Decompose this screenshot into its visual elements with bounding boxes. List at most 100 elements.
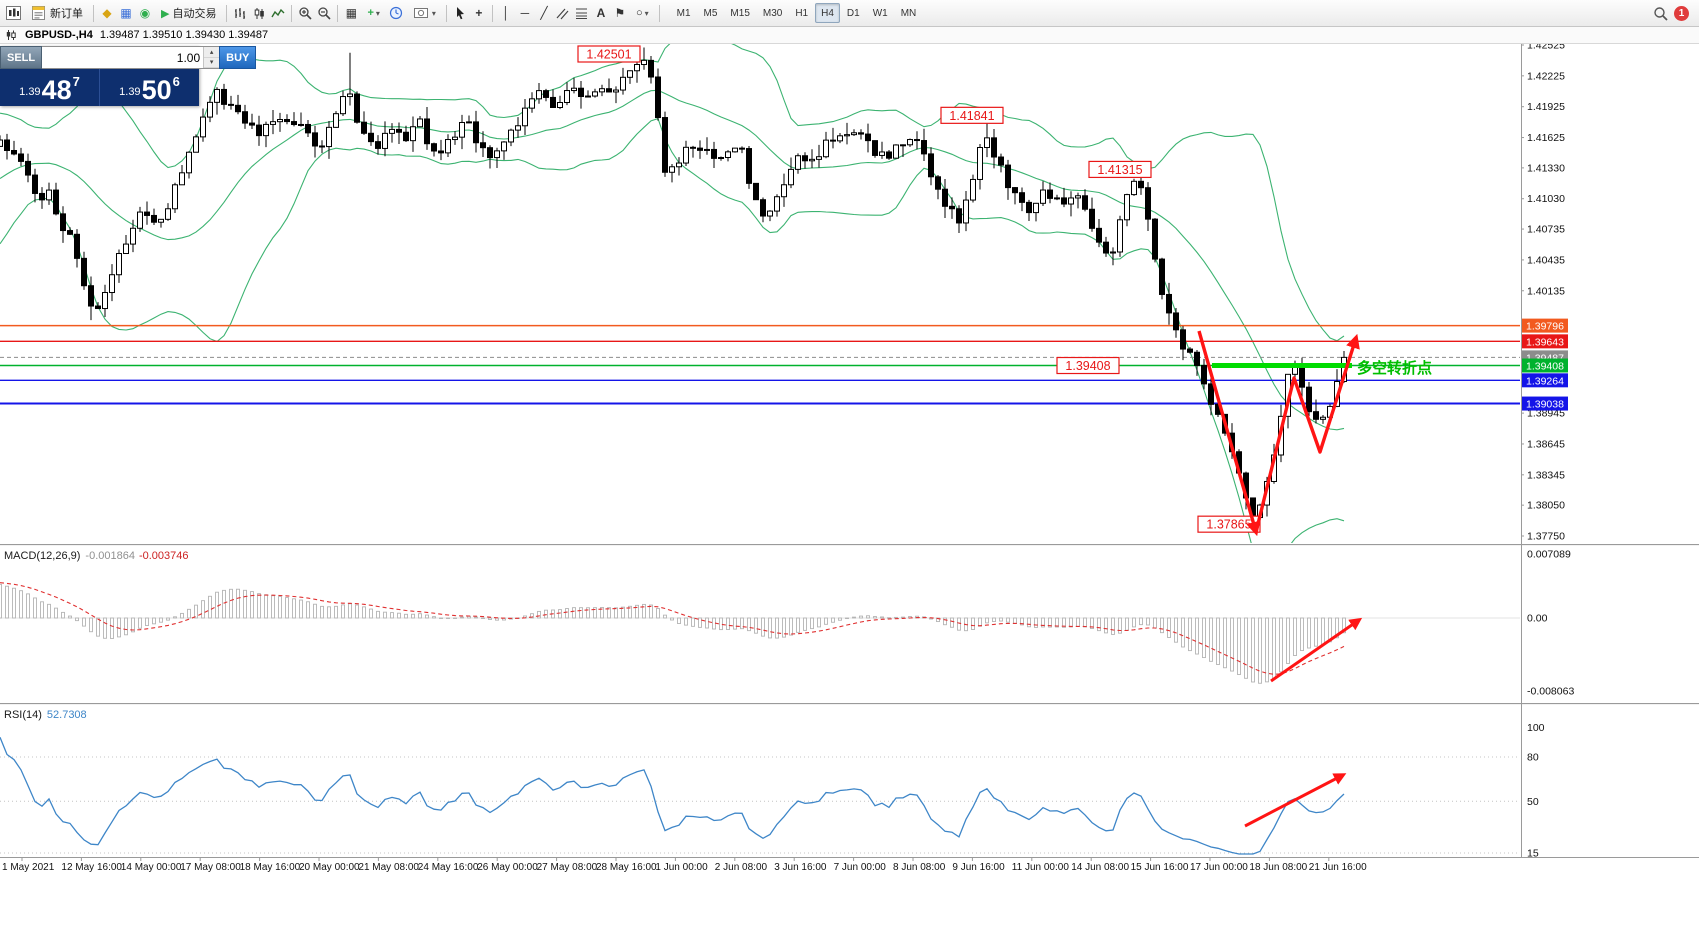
search-icon[interactable] [1651,3,1669,23]
price-tick-label: 1.40735 [1527,224,1565,236]
sell-price-prefix: 1.39 [19,86,41,98]
price-tag-box[interactable] [1088,160,1152,179]
price-axis[interactable] [1521,44,1699,856]
time-label: 18 May 16:00 [240,862,301,873]
sell-price-big-digits: 48 [41,75,72,106]
timeframe-d1[interactable]: D1 [846,7,860,19]
metaeditor-icon[interactable]: ◆ [102,6,112,20]
zoom-in-icon[interactable] [296,3,314,23]
time-axis[interactable] [0,859,1521,879]
timeframe-m15[interactable]: M15 [730,7,750,19]
price-tag-text: 1.42501 [586,48,631,62]
sell-price-display[interactable]: 1.39 48 7 [0,69,100,106]
toolbar-separator [491,4,493,22]
rsi-value: 52.7308 [46,709,87,721]
price-tag-text: 1.41315 [1097,163,1142,177]
toolbar-separator [337,4,339,22]
price-tag-box[interactable] [1056,356,1120,375]
macd-tick-label: 0.00 [1527,613,1548,625]
toolbar-separator [445,4,447,22]
buy-button[interactable]: BUY [219,46,257,69]
text-tool-icon[interactable]: A [596,6,606,20]
trend-arrow-1[interactable] [1197,330,1261,537]
macd-signal-line [0,582,1345,675]
axis-price-label: 1.39643 [1522,334,1568,349]
timeframe-w1[interactable]: W1 [872,7,888,19]
label-tool-icon[interactable]: ⚑ [614,6,626,20]
price-tick-label: 1.42225 [1527,70,1565,82]
crosshair-tool-icon[interactable]: + [475,6,483,20]
add-indicator-button[interactable]: + ▾ [361,2,385,24]
chart-window-icon[interactable] [4,3,22,23]
template-screenshot-button[interactable]: ▾ [406,2,442,24]
zoom-out-icon[interactable] [315,3,333,23]
notification-badge[interactable]: 1 [1674,5,1689,21]
toolbar-separator [226,4,228,22]
timeframe-m1[interactable]: M1 [676,7,691,19]
price-tick-label: 1.40135 [1527,285,1565,297]
rsi-name: RSI(14) [4,709,42,721]
timeframe-m30[interactable]: M30 [762,7,783,19]
time-label: 7 Jun 00:00 [834,862,887,873]
price-tick-label: 1.41330 [1527,162,1565,174]
auto-trading-button[interactable]: ▶ 自动交易 [155,2,222,24]
time-label: 20 May 00:00 [299,862,360,873]
shapes-tool-button[interactable]: ○ ▾ [630,2,655,24]
price-tick-label: 1.38645 [1527,438,1565,450]
timeframe-h1[interactable]: H1 [795,7,809,19]
horizontal-line-tool-icon[interactable]: ─ [520,6,530,20]
timeframe-m5[interactable]: M5 [703,7,718,19]
cursor-tool-icon[interactable] [451,3,469,23]
macd-tick-label: -0.008063 [1527,685,1574,697]
community-icon[interactable]: ◉ [139,6,151,20]
time-label: 27 May 08:00 [537,862,598,873]
volume-input[interactable] [42,47,204,68]
price-tick-label: 1.41925 [1527,101,1565,113]
time-label: 1 May 2021 [2,862,55,873]
trend-arrow-3[interactable] [1270,617,1363,683]
rsi-panel [0,737,1520,855]
volume-down-button[interactable]: ▾ [204,57,220,68]
rsi-line [0,737,1345,855]
time-label: 21 May 08:00 [358,862,419,873]
trend-arrow-4[interactable] [1244,773,1347,828]
terminal-icon[interactable]: ▦ [120,6,132,20]
fibonacci-tool-icon[interactable] [573,3,591,23]
candlestick-mode-icon[interactable] [250,3,268,23]
volume-box: ▴ ▾ [42,46,220,69]
chart-symbol-period: GBPUSD-,H4 [25,29,93,41]
trend-arrow-2[interactable] [1254,333,1360,533]
macd-panel [0,582,1520,684]
price-tags[interactable]: 1.42501 1.41841 1.41315 1.39408 1.37865 [577,45,1261,533]
main-toolbar: 新订单 ◆ ▦ ◉ ▶ 自动交易 ▦ + ▾ [0,0,1699,27]
price-tag-box[interactable] [577,45,641,63]
timeframe-h4[interactable]: H4 [815,3,840,23]
price-tick-label: 1.40435 [1527,254,1565,266]
macd-tick-label: 0.007089 [1527,548,1571,560]
rsi-indicator-label: RSI(14) 52.7308 [4,709,87,721]
toolbar-separator [291,4,293,22]
turning-point-annotation[interactable]: 多空转折点 [1357,359,1432,377]
new-order-button[interactable]: 新订单 [23,2,89,24]
tile-windows-icon[interactable]: ▦ [345,6,358,20]
timeframe-mn[interactable]: MN [900,7,917,19]
line-chart-mode-icon[interactable] [269,3,287,23]
price-tick-label: 1.41030 [1527,193,1565,205]
macd-name: MACD(12,26,9) [4,550,81,562]
sell-button[interactable]: SELL [0,46,43,69]
sell-price-pip-digit: 7 [72,74,80,89]
time-label: 12 May 16:00 [61,862,122,873]
trendline-tool-icon[interactable]: ╱ [540,6,548,20]
time-label: 17 Jun 00:00 [1190,862,1248,873]
period-clock-icon[interactable] [387,3,405,23]
volume-up-button[interactable]: ▴ [204,47,220,58]
time-label: 9 Jun 16:00 [952,862,1005,873]
vertical-line-tool-icon[interactable]: │ [502,6,510,20]
price-tick-label: 1.38945 [1527,408,1565,420]
channel-tool-icon[interactable] [554,3,572,23]
price-tag-box[interactable] [940,106,1004,124]
chart-ohlc-values: 1.39487 1.39510 1.39430 1.39487 [99,29,269,41]
bar-chart-mode-icon[interactable] [231,3,249,23]
buy-price-display[interactable]: 1.39 50 6 [100,69,199,106]
